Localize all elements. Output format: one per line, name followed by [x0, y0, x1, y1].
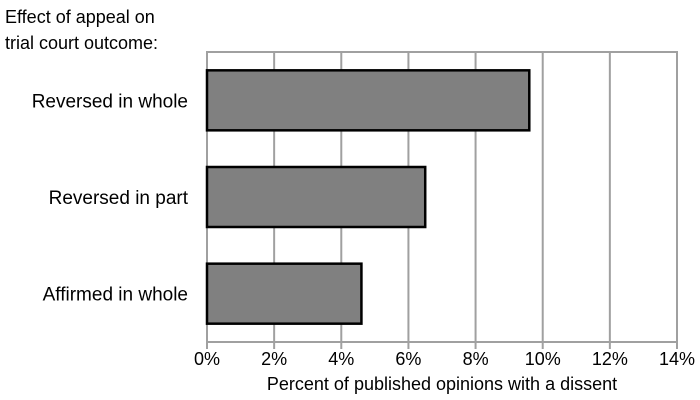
y-axis-title-line-1: Effect of appeal on	[5, 7, 155, 27]
x-tick-labels: 0% 2% 4% 6% 8% 10% 12% 14%	[194, 349, 695, 369]
bar	[205, 262, 363, 325]
y-axis-title-line-2: trial court outcome:	[5, 33, 158, 53]
x-tick-label: 14%	[659, 349, 695, 369]
category-labels: Reversed in whole Reversed in part Affirme…	[32, 91, 189, 305]
x-tick-label: 0%	[194, 349, 220, 369]
category-label: Reversed in part	[49, 188, 189, 209]
x-tick-label: 8%	[463, 349, 489, 369]
bars	[205, 69, 531, 325]
x-tick-label: 12%	[592, 349, 628, 369]
x-axis-title: Percent of published opinions with a dis…	[267, 374, 617, 394]
category-label: Affirmed in whole	[43, 285, 188, 306]
x-tick-label: 10%	[525, 349, 561, 369]
bar	[205, 165, 427, 229]
bar	[205, 69, 531, 132]
x-tick-label: 4%	[328, 349, 354, 369]
x-tick-label: 6%	[395, 349, 421, 369]
category-label: Reversed in whole	[32, 91, 188, 112]
y-axis-title: Effect of appeal on trial court outcome:	[5, 7, 158, 53]
x-tick-label: 2%	[261, 349, 287, 369]
